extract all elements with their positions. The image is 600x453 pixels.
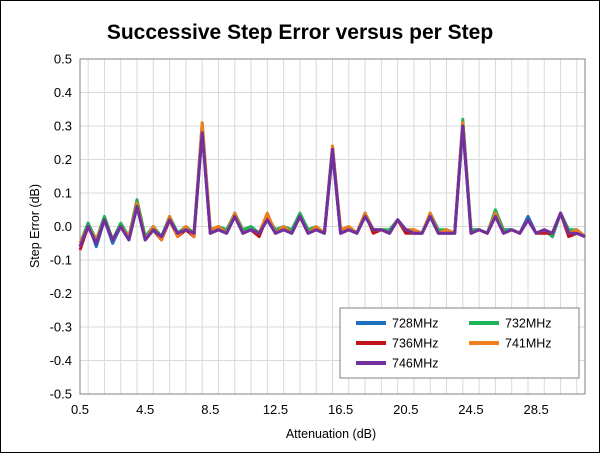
legend-entry-label: 736MHz	[392, 337, 439, 351]
legend-entry-label: 728MHz	[392, 317, 439, 331]
y-tick-label: -0.5	[50, 387, 72, 402]
y-tick-label: 0.1	[54, 186, 72, 201]
y-tick-label: -0.3	[50, 320, 72, 335]
y-tick-label: 0.3	[54, 119, 72, 134]
y-tick-label: 0.2	[54, 152, 72, 167]
y-axis-ticks: 0.5 0.4 0.3 0.2 0.1 0.0 -0.1 -0.2 -0.3 -0.4 -0.5	[50, 52, 72, 402]
y-tick-label: 0.4	[54, 85, 72, 100]
legend: 728MHz 732MHz 736MHz 741MHz 746MHz	[339, 307, 580, 379]
y-tick-label: -0.4	[50, 353, 72, 368]
plot-area-border	[79, 58, 586, 395]
x-tick-label: 8.5	[201, 402, 219, 417]
chart-title: Successive Step Error versus per Step	[107, 21, 493, 44]
x-axis-label: Attenuation (dB)	[286, 427, 376, 441]
x-tick-label: 12.5	[263, 402, 288, 417]
legend-entry-label: 746MHz	[392, 357, 439, 371]
x-tick-label: 0.5	[71, 402, 89, 417]
series-lines	[78, 117, 586, 251]
x-tick-label: 28.5	[523, 402, 548, 417]
legend-entry-label: 741MHz	[505, 337, 552, 351]
y-axis-label: Step Error (dB)	[28, 184, 42, 268]
y-tick-label: 0.0	[54, 219, 72, 234]
series-line-746MHz	[78, 124, 586, 248]
x-tick-label: 20.5	[393, 402, 418, 417]
x-tick-label: 24.5	[458, 402, 483, 417]
y-tick-label: 0.5	[54, 52, 72, 67]
y-tick-label: -0.2	[50, 286, 72, 301]
legend-entry-label: 732MHz	[505, 317, 552, 331]
x-axis-ticks: 0.5 4.5 8.5 12.5 16.5 20.5 24.5 28.5	[71, 402, 549, 417]
y-tick-label: -0.1	[50, 253, 72, 268]
x-tick-label: 16.5	[328, 402, 353, 417]
x-tick-label: 4.5	[136, 402, 154, 417]
